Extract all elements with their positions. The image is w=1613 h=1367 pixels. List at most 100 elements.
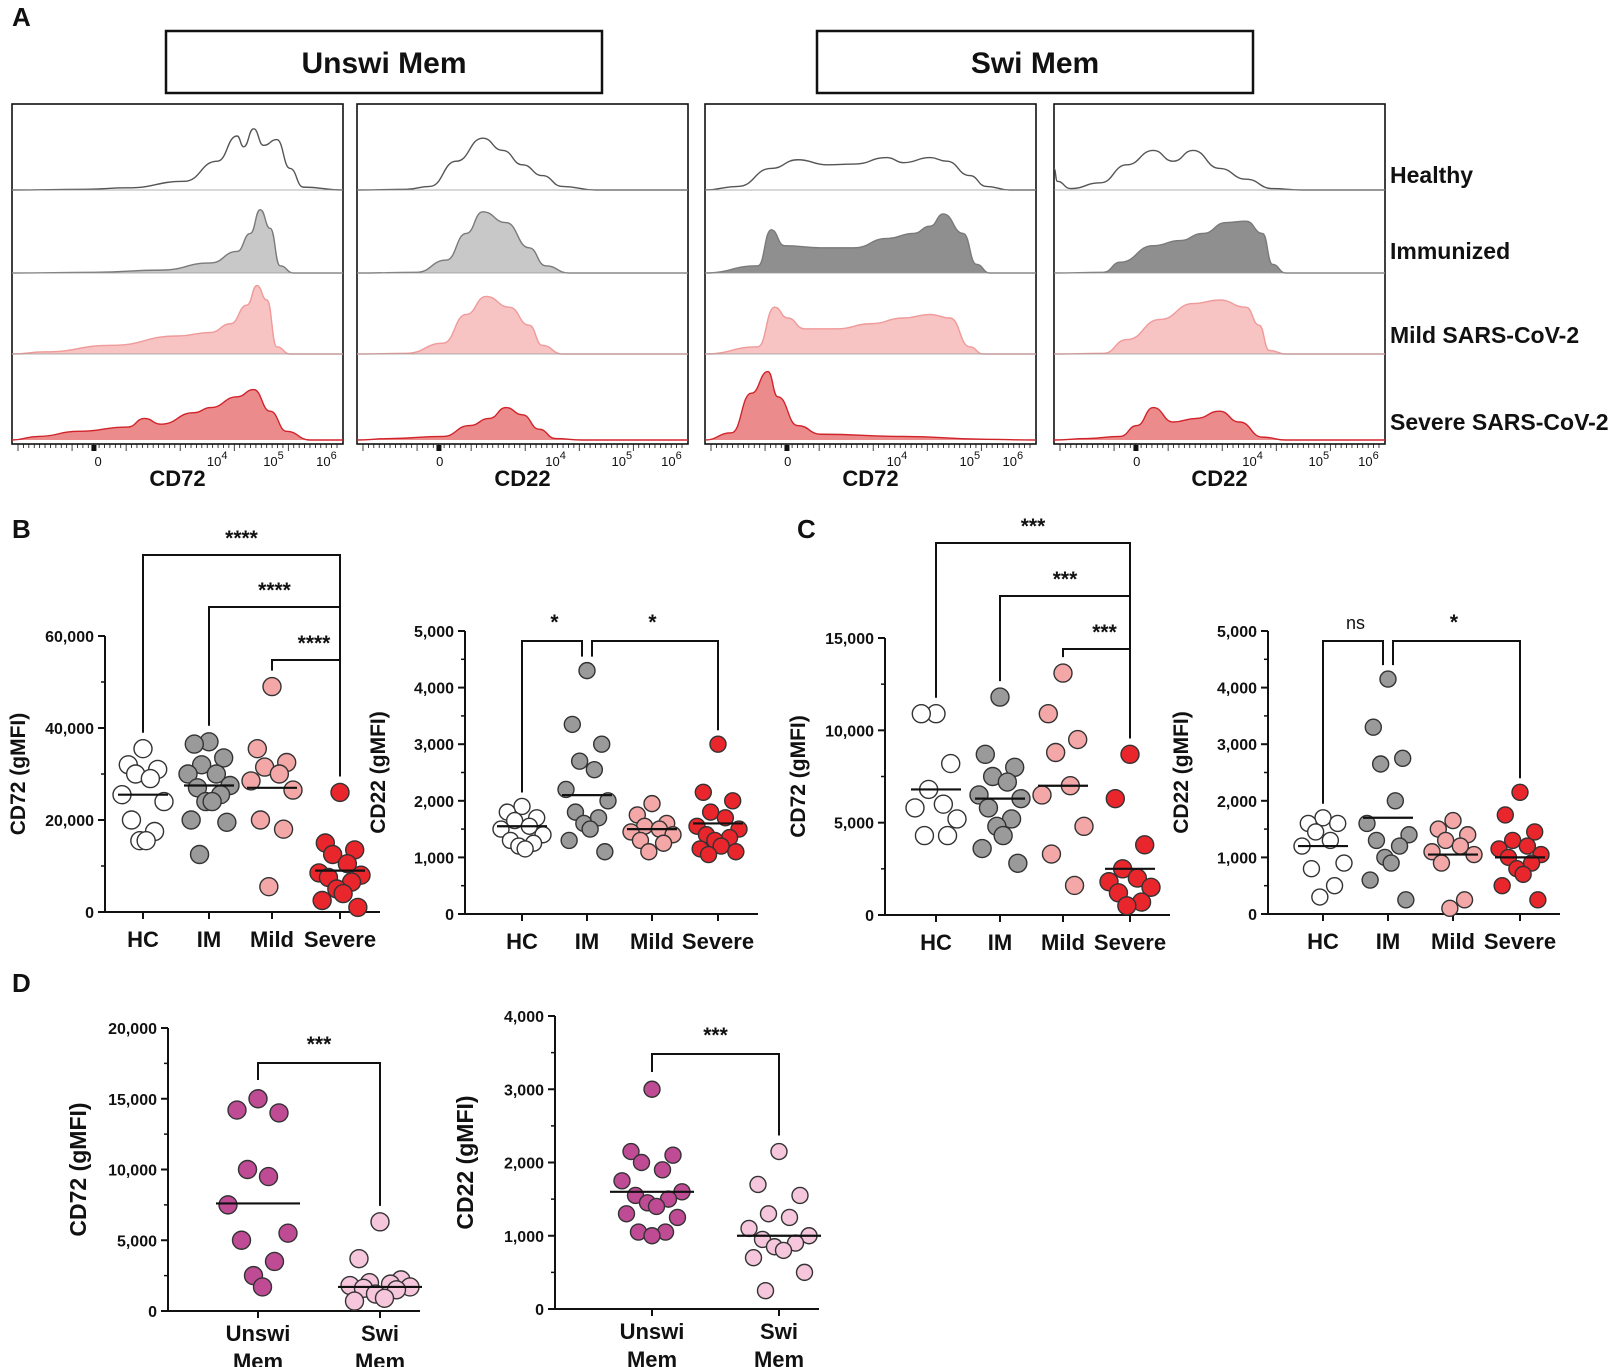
data-point (640, 843, 658, 861)
data-point (121, 810, 142, 830)
x-tick-label: 105 (612, 450, 633, 469)
category-label: HC (127, 927, 159, 952)
data-point (217, 812, 237, 832)
histogram-xlabel: CD22 (1191, 466, 1247, 491)
data-point (1038, 704, 1059, 724)
data-point (1067, 729, 1088, 750)
y-tick-label: 0 (535, 1302, 544, 1319)
x-tick-label: 105 (263, 450, 284, 469)
data-point (599, 792, 617, 810)
y-tick-label: 0 (148, 1304, 157, 1321)
category-label: Unswi (620, 1319, 685, 1344)
y-tick-label: 15,000 (825, 631, 874, 648)
y-tick-label: 1,000 (504, 1229, 544, 1246)
data-point (1335, 854, 1353, 872)
data-point (1432, 854, 1451, 872)
significance-bracket (257, 1062, 381, 1206)
category-label: IM (197, 927, 221, 952)
header-swi-mem: Swi Mem (971, 47, 1099, 80)
significance-label: *** (703, 1024, 728, 1047)
y-tick-label: 0 (1248, 907, 1257, 924)
data-point (774, 1241, 793, 1260)
data-point (273, 819, 294, 839)
data-point (1518, 837, 1537, 855)
y-axis-label: CD72 (gMFI) (787, 715, 810, 838)
data-point (643, 1227, 661, 1245)
data-point (664, 1146, 682, 1164)
data-point (617, 1205, 636, 1223)
data-point (1511, 783, 1529, 802)
data-point (269, 764, 290, 784)
y-tick-label: 15,000 (108, 1092, 157, 1109)
significance-bracket (1322, 640, 1384, 804)
data-point (1386, 792, 1405, 810)
data-point (1390, 837, 1409, 855)
y-tick-label: 4,000 (504, 1009, 544, 1026)
data-point (1314, 809, 1332, 827)
x-tick-exponent: 6 (676, 450, 682, 462)
x-tick-exponent: 4 (560, 450, 566, 462)
y-tick-label: 0 (865, 908, 874, 925)
data-point (154, 791, 174, 812)
data-point (770, 1142, 788, 1161)
panel-letter-b: B (12, 514, 31, 544)
y-axis-label: CD22 (gMFI) (1170, 711, 1193, 834)
x-tick-exponent: 5 (1323, 450, 1329, 462)
data-point (581, 820, 599, 838)
y-tick-label: 4,000 (1217, 681, 1257, 698)
data-point (578, 661, 596, 680)
category-label: Swi (361, 1321, 399, 1346)
data-point (1358, 814, 1376, 833)
data-point (218, 1195, 238, 1215)
data-point (344, 1291, 365, 1311)
significance-bracket (142, 554, 341, 777)
scatter-c-cd22: 0 1,000 2,000 3,000 4,000 5,000 CD22 (gMFI) HC I… (1170, 611, 1560, 954)
data-point (1045, 742, 1066, 763)
category-label: Severe (1484, 929, 1556, 954)
panel-letter-c: C (797, 514, 816, 544)
x-tick-exponent: 6 (331, 450, 337, 462)
significance-label: *** (1053, 568, 1078, 591)
y-tick-label: 0 (445, 907, 454, 924)
data-point (712, 837, 730, 855)
row-label-healthy: Healthy (1390, 162, 1473, 188)
row-label-immunized: Immunized (1390, 238, 1510, 264)
x-tick-exponent: 6 (1017, 450, 1023, 462)
y-tick-label: 3,000 (504, 1082, 544, 1099)
data-point (727, 843, 745, 861)
data-point (1141, 877, 1161, 897)
data-point (1074, 816, 1094, 837)
data-point (1328, 814, 1347, 833)
category-label: HC (506, 929, 538, 954)
data-point (709, 735, 727, 753)
x-tick-label: 0 (1133, 454, 1140, 469)
data-point (593, 735, 611, 753)
data-point (647, 1197, 666, 1216)
y-axis-label: CD22 (gMFI) (452, 1095, 478, 1229)
x-tick-label: 106 (1358, 450, 1379, 469)
data-point (643, 794, 661, 813)
data-point (252, 1277, 273, 1297)
data-point (262, 676, 282, 697)
x-tick-exponent: 5 (278, 450, 284, 462)
data-point (259, 877, 279, 897)
significance-label: **** (258, 579, 292, 602)
significance-bracket (1062, 648, 1131, 739)
category-label: Unswi (226, 1321, 291, 1346)
y-tick-label: 20,000 (108, 1021, 157, 1038)
row-label-severe: Severe SARS-CoV-2 (1390, 409, 1609, 435)
data-point (563, 715, 581, 734)
data-point (258, 1166, 279, 1187)
data-point (759, 1205, 778, 1223)
data-point (560, 831, 578, 850)
histogram-frame (356, 103, 689, 445)
y-tick-label: 2,000 (414, 794, 454, 811)
data-point (322, 844, 343, 865)
data-point (1064, 875, 1085, 896)
x-tick-label: 106 (316, 450, 337, 469)
data-point (668, 1208, 687, 1227)
y-tick-label: 5,000 (117, 1233, 157, 1250)
data-point (178, 764, 198, 784)
data-point (1311, 888, 1329, 906)
